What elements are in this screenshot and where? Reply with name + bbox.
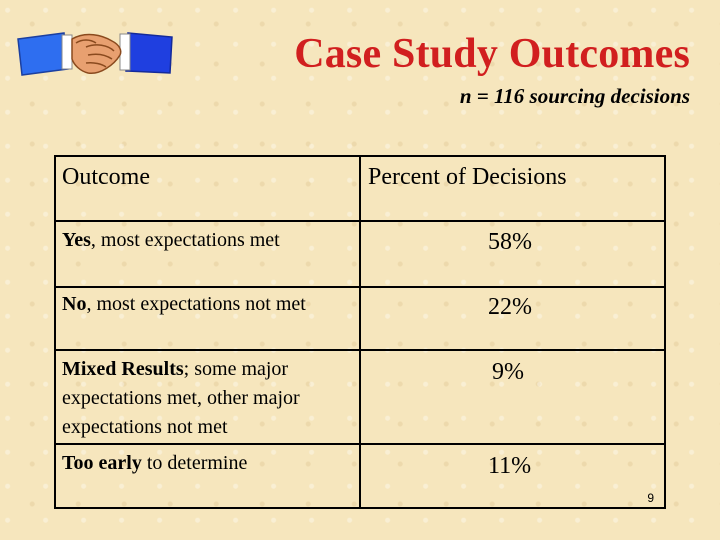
row-label-bold: Too early bbox=[62, 452, 142, 474]
table-row-label: Too early to determine bbox=[62, 449, 354, 478]
table-row-label: Yes, most expectations met bbox=[62, 226, 354, 255]
row-percent: 22% bbox=[488, 294, 532, 320]
row-label-rest: to determine bbox=[141, 452, 248, 474]
table-row-label: Mixed Results; some major expectations m… bbox=[62, 355, 354, 442]
page-subtitle: n = 116 sourcing decisions bbox=[459, 84, 690, 108]
table-row-label: No, most expectations not met bbox=[62, 290, 360, 319]
row-label-bold: Mixed Results bbox=[62, 358, 184, 380]
header-percent: Percent of Decisions bbox=[368, 164, 567, 190]
handshake-icon bbox=[17, 32, 173, 76]
page-number: 9 bbox=[647, 491, 654, 505]
page-title: Case Study Outcomes bbox=[294, 31, 690, 77]
row-label-bold: Yes bbox=[62, 229, 91, 251]
table-divider bbox=[359, 157, 361, 507]
outcomes-table: Outcome Percent of Decisions Yes, most e… bbox=[54, 155, 666, 509]
row-label-rest: , most expectations not met bbox=[86, 293, 306, 315]
row-percent: 9% bbox=[492, 359, 524, 385]
row-label-rest: , most expectations met bbox=[90, 229, 280, 251]
row-label-bold: No bbox=[62, 293, 87, 315]
header-outcome: Outcome bbox=[62, 164, 150, 190]
row-label-rest: ; some major expectations met, other maj… bbox=[62, 358, 300, 438]
row-percent: 11% bbox=[488, 453, 532, 479]
row-percent: 58% bbox=[488, 229, 532, 255]
